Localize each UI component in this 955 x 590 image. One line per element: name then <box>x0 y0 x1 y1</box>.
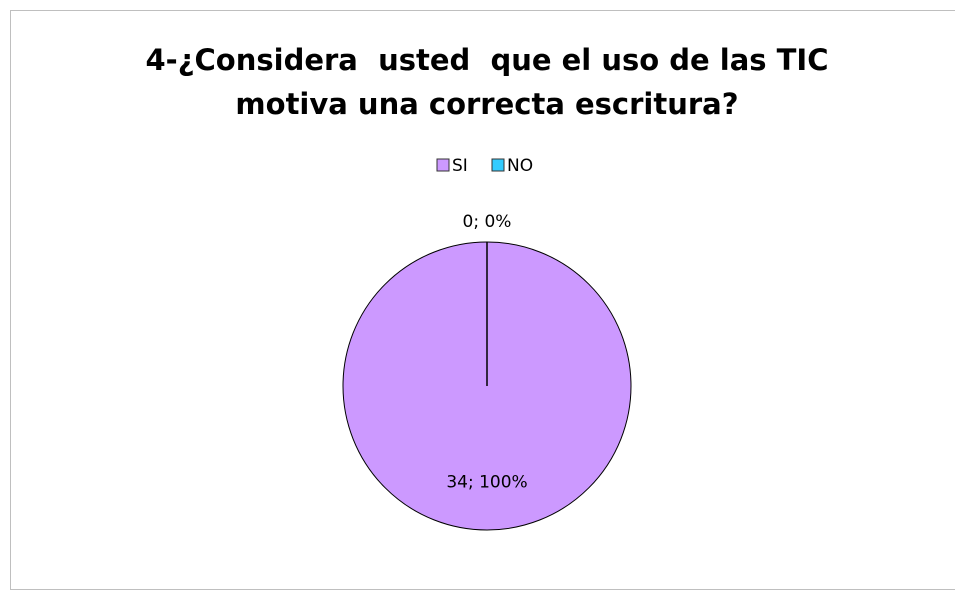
data-label: 34; 100% <box>446 472 527 492</box>
data-label: 0; 0% <box>463 212 512 232</box>
legend-swatch <box>491 158 505 172</box>
legend-label: SI <box>452 156 468 176</box>
legend-label: NO <box>507 156 533 176</box>
legend-swatch <box>436 158 450 172</box>
chart-title: 4-¿Considera usted que el uso de las TIC… <box>145 43 839 121</box>
